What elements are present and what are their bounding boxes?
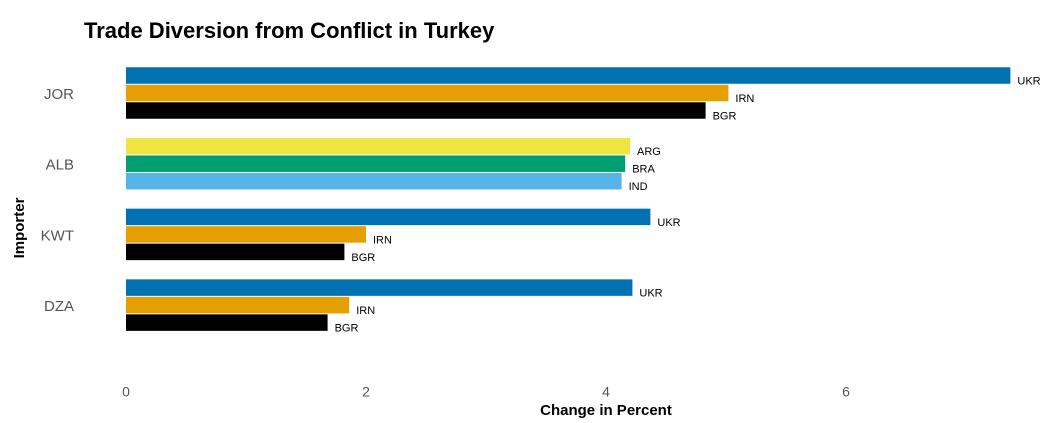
bar-label: BGR <box>713 110 737 122</box>
bar <box>126 67 1011 84</box>
x-tick-label: 2 <box>362 384 370 400</box>
bar <box>126 137 630 155</box>
bar-label: IRN <box>373 234 392 246</box>
y-tick-label: JOR <box>44 86 74 103</box>
y-tick-label: ALB <box>46 157 74 174</box>
bar <box>126 296 350 314</box>
bar <box>126 226 366 243</box>
bar-label: BGR <box>351 252 375 264</box>
bar-label: IRN <box>356 305 375 317</box>
chart-title: Trade Diversion from Conflict in Turkey <box>84 18 495 43</box>
bar <box>126 84 729 102</box>
bar-label: UKR <box>657 217 680 229</box>
bar-label: IRN <box>735 93 754 105</box>
bar-label: IND <box>629 181 648 193</box>
bar <box>126 314 328 331</box>
bar-label: UKR <box>639 288 662 300</box>
x-tick-label: 4 <box>602 384 610 400</box>
bar-label: BGR <box>335 323 359 335</box>
bar <box>126 155 626 172</box>
y-axis-title: Importer <box>11 197 28 258</box>
bar <box>126 102 706 119</box>
x-tick-label: 6 <box>842 384 850 400</box>
y-tick-label: DZA <box>44 298 74 315</box>
bar-label: UKR <box>1017 75 1040 87</box>
bar <box>126 208 651 226</box>
bar-label: ARG <box>637 146 661 158</box>
bar <box>126 279 633 296</box>
bar <box>126 172 622 190</box>
x-tick-label: 0 <box>122 384 130 400</box>
x-axis-title: Change in Percent <box>540 402 672 419</box>
bar <box>126 243 345 261</box>
bar-label: BRA <box>632 164 655 176</box>
y-tick-label: KWT <box>41 227 74 244</box>
